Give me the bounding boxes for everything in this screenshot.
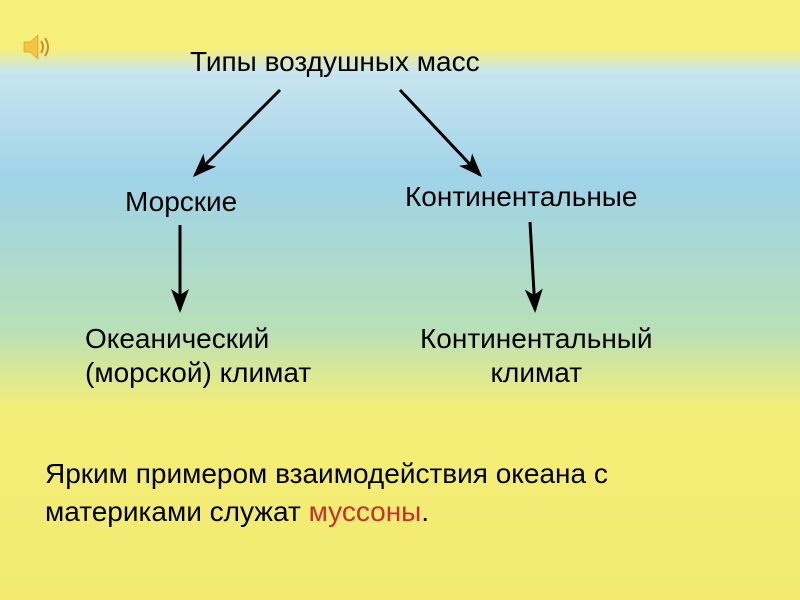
arrows-layer <box>0 0 800 600</box>
speaker-icon[interactable] <box>20 30 54 69</box>
